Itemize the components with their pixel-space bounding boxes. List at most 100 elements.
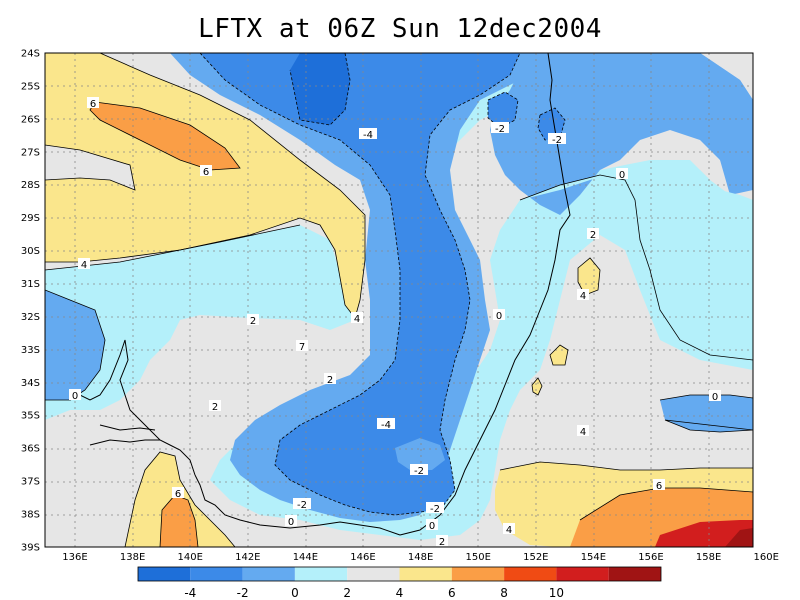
svg-text:4: 4 [506, 525, 512, 536]
contour-label: 4 [351, 312, 363, 325]
grid-lines [45, 53, 753, 547]
lat-label: 35S [21, 411, 40, 422]
colorbar-swatch [608, 567, 661, 581]
svg-text:-2: -2 [414, 466, 424, 477]
svg-text:-2: -2 [552, 135, 562, 146]
filled-contours [45, 53, 753, 547]
colorbar-label: 2 [343, 586, 351, 600]
contour-label: 0 [493, 309, 505, 322]
lat-label: 27S [21, 147, 40, 158]
colorbar-swatch [347, 567, 400, 581]
svg-text:4: 4 [354, 314, 360, 325]
contour-label: 2 [209, 400, 221, 413]
colorbar-label: 4 [396, 586, 404, 600]
svg-text:6: 6 [175, 489, 181, 500]
contour-label: -2 [293, 498, 311, 511]
colorbar-label: 6 [448, 586, 456, 600]
contour-label: -2 [548, 133, 566, 146]
colorbar-label: -4 [184, 586, 196, 600]
lat-label: 33S [21, 345, 40, 356]
svg-text:0: 0 [496, 311, 502, 322]
lat-label: 36S [21, 444, 40, 455]
latitude-labels: 24S 25S 26S 27S 28S 29S 30S 31S 32S 33S 34S 35S 36S 3… [21, 49, 40, 554]
contour-label: 4 [577, 425, 589, 438]
svg-text:4: 4 [81, 260, 87, 271]
contour-label: 0 [616, 168, 628, 181]
svg-text:0: 0 [288, 517, 294, 528]
lon-label: 142E [235, 552, 260, 563]
contour-label: 2 [247, 314, 259, 327]
lon-label: 154E [581, 552, 606, 563]
contour-label: -2 [410, 464, 428, 477]
lat-label: 24S [21, 49, 40, 60]
svg-text:2: 2 [250, 316, 256, 327]
lat-label: 32S [21, 312, 40, 323]
lat-label: 26S [21, 114, 40, 125]
colorbar: -4 -2 0 2 4 6 8 10 [137, 566, 662, 600]
longitude-labels: 136E 138E 140E 142E 144E 146E 148E 150E 152E 154E… [62, 552, 779, 563]
svg-text:2: 2 [439, 537, 445, 548]
svg-text:6: 6 [656, 481, 662, 492]
lon-label: 146E [350, 552, 375, 563]
svg-text:-4: -4 [381, 420, 391, 431]
colorbar-swatch [399, 567, 452, 581]
contour-label: 2 [324, 373, 336, 386]
lon-label: 138E [120, 552, 145, 563]
lon-label: 156E [638, 552, 663, 563]
svg-text:0: 0 [619, 170, 625, 181]
contour-label: 7 [296, 340, 308, 353]
svg-text:6: 6 [90, 99, 96, 110]
lat-label: 30S [21, 246, 40, 257]
colorbar-swatch [504, 567, 557, 581]
colorbar-label: -2 [237, 586, 249, 600]
lon-label: 150E [465, 552, 490, 563]
contour-label: 4 [577, 289, 589, 302]
lat-label: 28S [21, 180, 40, 191]
lat-label: 38S [21, 510, 40, 521]
colorbar-label: 10 [549, 586, 564, 600]
svg-text:4: 4 [580, 427, 586, 438]
colorbar-swatch [294, 567, 348, 581]
svg-text:2: 2 [590, 230, 596, 241]
contour-label: 6 [87, 97, 99, 110]
lat-label: 29S [21, 213, 40, 224]
lon-label: 158E [696, 552, 721, 563]
contour-label: 2 [436, 535, 448, 548]
svg-text:-2: -2 [297, 500, 307, 511]
svg-text:4: 4 [580, 291, 586, 302]
lat-label: 37S [21, 477, 40, 488]
contour-label: 2 [587, 228, 599, 241]
contour-label: -4 [377, 418, 395, 431]
lon-label: 144E [293, 552, 318, 563]
contour-label: 4 [78, 258, 90, 271]
svg-text:2: 2 [327, 375, 333, 386]
contour-label: -4 [359, 128, 377, 141]
lon-label: 136E [62, 552, 87, 563]
svg-text:2: 2 [212, 402, 218, 413]
svg-text:7: 7 [299, 342, 305, 353]
contour-label: 6 [172, 487, 184, 500]
lat-label: 31S [21, 279, 40, 290]
colorbar-swatch [138, 567, 191, 581]
lon-label: 140E [177, 552, 202, 563]
colorbar-swatch [242, 567, 295, 581]
lon-label: 152E [523, 552, 548, 563]
svg-text:6: 6 [203, 167, 209, 178]
contour-label: -2 [426, 502, 444, 515]
lat-label: 39S [21, 542, 40, 553]
plot-frame [44, 52, 754, 548]
lon-label: 148E [408, 552, 433, 563]
colorbar-swatch [451, 567, 505, 581]
colorbar-label: 0 [291, 586, 299, 600]
svg-text:0: 0 [72, 391, 78, 402]
contour-label: 0 [709, 390, 721, 403]
colorbar-label: 8 [500, 586, 508, 600]
contour-label: 4 [503, 523, 515, 536]
colorbar-swatch [556, 567, 609, 581]
colorbar-swatch [190, 567, 243, 581]
contour-label: 6 [200, 165, 212, 178]
contour-label: -2 [491, 122, 509, 135]
contour-label: 0 [426, 519, 438, 532]
